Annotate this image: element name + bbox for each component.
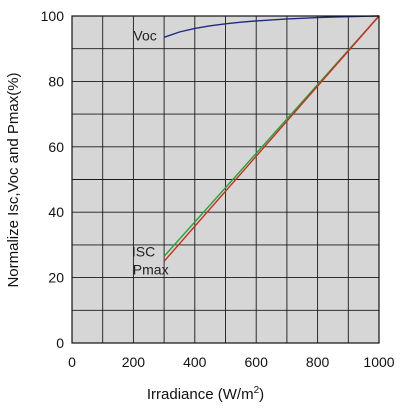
series-line-voc [163, 15, 380, 38]
annotation-label: Voc [133, 28, 156, 44]
y-tick-label: 100 [41, 8, 65, 24]
x-tick-label: 600 [245, 354, 269, 370]
x-tick-label: 0 [68, 354, 76, 370]
annotations: Voc ISC Pmax [132, 28, 169, 278]
series-group [163, 15, 380, 262]
y-tick-label: 20 [48, 270, 64, 286]
annotation-label: Pmax [133, 261, 169, 277]
y-tick-label: 80 [48, 73, 64, 89]
x-axis-label-text: Irradiance (W/m [146, 386, 254, 403]
plot-frame [71, 15, 380, 344]
x-tick-label: 800 [306, 354, 330, 370]
y-tick-labels: 0 20 40 60 80 100 [41, 8, 65, 351]
x-axis-label-superscript: 2 [253, 385, 260, 396]
x-axis-label: Irradiance (W/m2) [0, 385, 411, 403]
x-tick-label: 200 [122, 354, 146, 370]
x-axis-label-close: ) [259, 386, 265, 403]
annotation-label: ISC [132, 243, 155, 259]
x-tick-label: 400 [183, 354, 207, 370]
y-tick-label: 40 [48, 204, 64, 220]
y-axis-label: Normalize Isc,Voc and Pmax(%) [5, 72, 22, 287]
grid [72, 16, 379, 343]
y-tick-label: 0 [56, 335, 64, 351]
y-tick-label: 60 [48, 139, 64, 155]
x-tick-label: 1000 [363, 354, 394, 370]
x-tick-labels: 0 200 400 600 800 1000 [68, 354, 395, 370]
series-line-pmax [163, 15, 380, 262]
